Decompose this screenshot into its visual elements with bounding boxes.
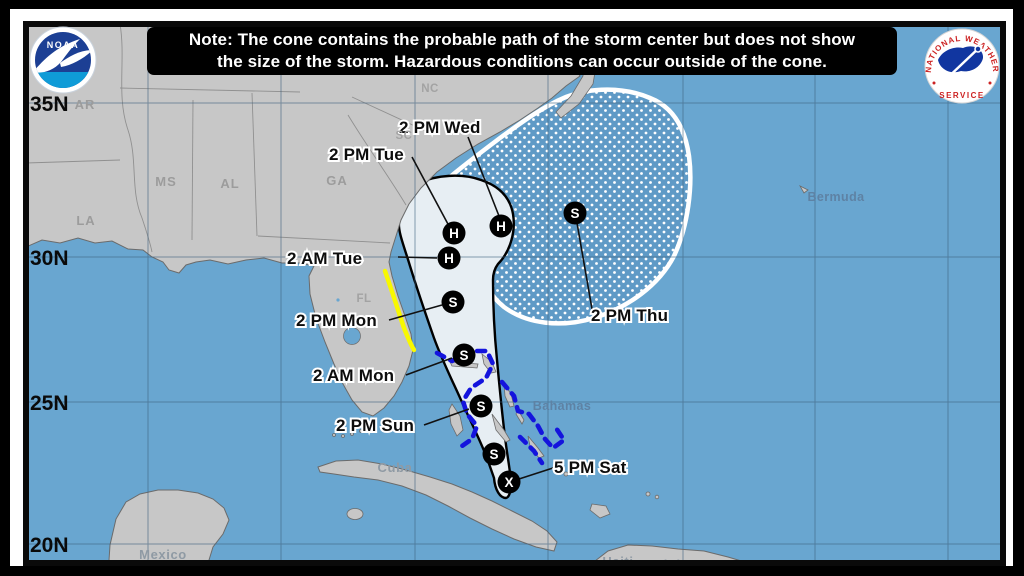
nws-logo: NATIONAL WEATHER SERVICE (924, 28, 1000, 104)
time-labels: 2 PM Wed 2 PM Tue 2 AM Tue 2 PM Mon 2 AM… (285, 116, 670, 479)
state-labels: AR MS AL GA LA FL SC NC (75, 83, 439, 305)
time-label: 2 PM Thu (591, 306, 668, 325)
svg-text:S: S (448, 295, 457, 310)
ts-watch-line (382, 268, 417, 353)
time-label: 5 PM Sat (554, 458, 627, 477)
svg-text:S: S (489, 447, 498, 462)
svg-text:S: S (476, 399, 485, 414)
nws-logo-text-bottom: SERVICE (939, 91, 984, 100)
cone-disclaimer-note: Note: The cone contains the probable pat… (147, 27, 897, 75)
state-borders (26, 24, 431, 253)
svg-text:AR: AR (75, 97, 96, 112)
svg-text:GA: GA (326, 173, 348, 188)
marker-tropical-storm: S (469, 394, 493, 418)
time-label: 2 PM Tue (329, 145, 404, 164)
time-label: 2 PM Mon (296, 311, 377, 330)
lake-okeechobee (343, 327, 361, 345)
time-label: 2 PM Wed (399, 118, 481, 137)
svg-text:LA: LA (76, 213, 95, 228)
marker-tropical-storm: S (452, 343, 476, 367)
marker-tropical-storm: S (563, 201, 587, 225)
latitude-labels: 35N 30N 25N 20N (30, 93, 69, 557)
svg-text:Haiti: Haiti (602, 554, 633, 569)
svg-text:FL: FL (356, 293, 371, 305)
svg-text:H: H (496, 219, 506, 234)
note-line-1: Note: The cone contains the probable pat… (188, 30, 856, 49)
land-cuba (317, 459, 558, 552)
marker-hurricane: H (442, 221, 466, 245)
svg-text:H: H (449, 226, 459, 241)
note-line-2: the size of the storm. Hazardous conditi… (216, 52, 828, 71)
marker-hurricane: H (489, 214, 513, 238)
lake (344, 313, 348, 317)
time-label: 2 AM Tue (287, 249, 362, 268)
svg-text:30N: 30N (30, 247, 69, 270)
svg-text:Bermuda: Bermuda (808, 190, 866, 204)
marker-hurricane: H (437, 246, 461, 270)
land-hispaniola (593, 544, 749, 563)
svg-text:Mexico: Mexico (139, 547, 187, 562)
nws-logo-slash (940, 44, 983, 85)
land-isla-juventud (346, 508, 364, 520)
svg-text:SC: SC (396, 130, 413, 142)
nws-logo-hurricane-icon (974, 45, 982, 53)
svg-text:35N: 35N (30, 93, 69, 116)
map-frame (23, 21, 1006, 566)
svg-text:S: S (459, 348, 468, 363)
svg-text:X: X (504, 475, 513, 490)
svg-text:Bahamas: Bahamas (533, 399, 591, 413)
marker-tropical-storm: S (441, 290, 465, 314)
svg-text:25N: 25N (30, 392, 69, 415)
noaa-logo: NOAA (29, 26, 97, 94)
label-pointer-lines (388, 136, 593, 480)
time-label: 2 AM Mon (313, 366, 394, 385)
nws-logo-continent (938, 46, 984, 73)
svg-text:NC: NC (421, 83, 439, 95)
land-yucatan (108, 489, 230, 563)
svg-text:MS: MS (155, 174, 177, 189)
marker-current-position: X (497, 470, 521, 494)
noaa-logo-text: NOAA (47, 40, 80, 50)
svg-text:S: S (570, 206, 579, 221)
lake (336, 298, 340, 302)
time-label: 2 PM Sun (336, 416, 414, 435)
svg-text:20N: 20N (30, 534, 69, 557)
marker-tropical-storm: S (482, 442, 506, 466)
svg-text:H: H (444, 251, 454, 266)
svg-text:AL: AL (220, 176, 239, 191)
land-us (26, 24, 587, 417)
svg-text:Cuba: Cuba (378, 460, 413, 475)
forecast-cone (396, 174, 515, 500)
